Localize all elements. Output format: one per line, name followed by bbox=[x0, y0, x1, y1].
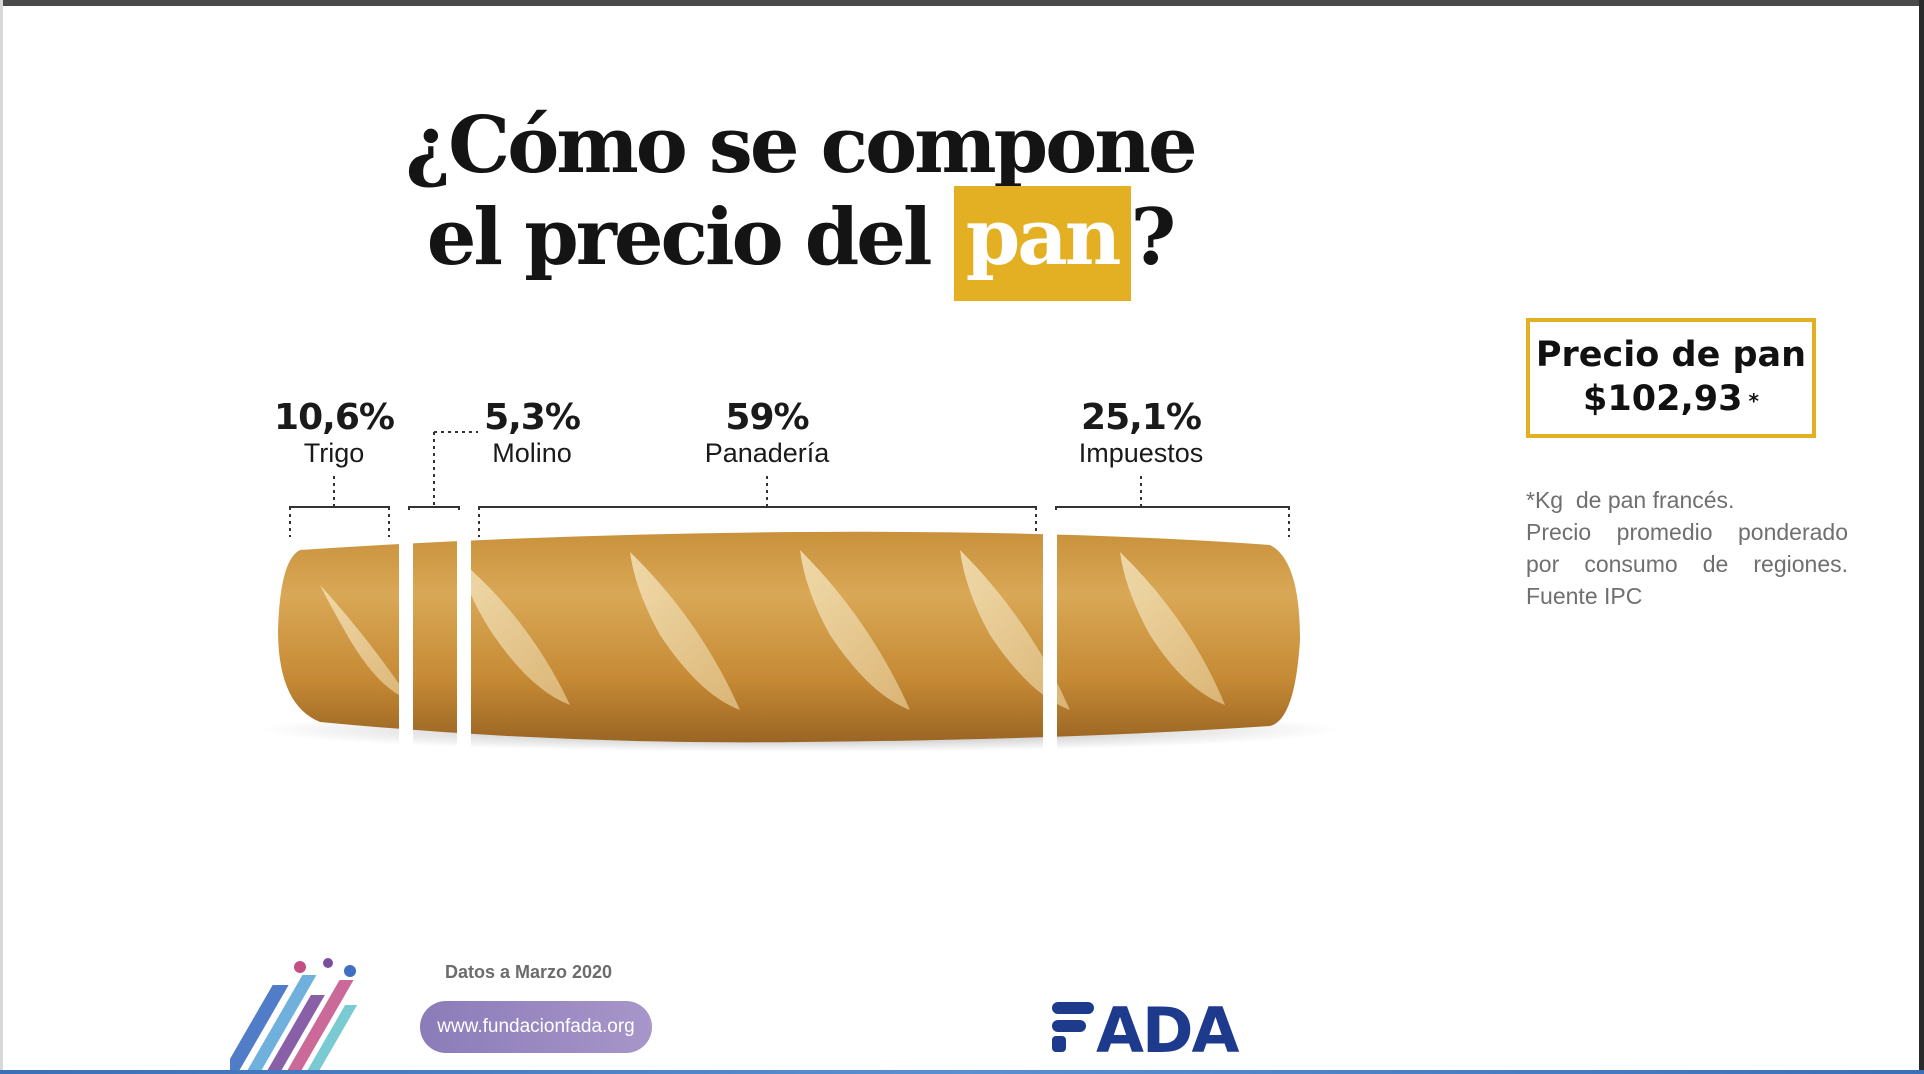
top-border bbox=[0, 0, 1924, 6]
bottom-border bbox=[0, 1070, 1924, 1074]
price-box-label: Precio de pan bbox=[1535, 335, 1807, 375]
segment-impuestos-name: Impuestos bbox=[1078, 438, 1204, 468]
note-line-3: por consumo de regiones. bbox=[1526, 551, 1848, 577]
note-line-4: Fuente IPC bbox=[1526, 583, 1643, 609]
segment-molino: 5,3% Molino bbox=[470, 397, 594, 469]
segment-panaderia: 59% Panadería bbox=[677, 397, 857, 469]
footer-date: Datos a Marzo 2020 bbox=[445, 962, 613, 982]
segment-impuestos: 25,1% Impuestos bbox=[1055, 397, 1227, 469]
price-note: *Kg de pan francés. Precio promedio pond… bbox=[1526, 484, 1848, 612]
bread-scores bbox=[320, 550, 1225, 710]
segment-trigo: 10,6% Trigo bbox=[268, 397, 400, 469]
fada-logo-text: ADA bbox=[1096, 998, 1239, 1056]
right-border bbox=[1919, 0, 1924, 1074]
price-box-value: $102,93 bbox=[1583, 379, 1743, 419]
title-question-mark: ? bbox=[1130, 192, 1177, 283]
left-border bbox=[0, 0, 3, 1074]
price-box-asterisk: * bbox=[1748, 389, 1759, 413]
segment-molino-name: Molino bbox=[492, 438, 572, 468]
footer-url-link[interactable]: www.fundacionfada.org bbox=[420, 1001, 652, 1053]
segment-panaderia-percent: 59% bbox=[725, 397, 809, 438]
colorful-stripes-graphic-icon bbox=[230, 958, 358, 1070]
title-line-2: el precio del pan? bbox=[360, 186, 1240, 301]
price-box: Precio de pan $102,93 * bbox=[1526, 318, 1816, 438]
note-line-2: Precio promedio ponderado bbox=[1526, 519, 1848, 545]
title-highlight-pan: pan bbox=[953, 186, 1131, 301]
page-title: ¿Cómo se compone el precio del pan? bbox=[360, 100, 1240, 301]
segment-panaderia-name: Panadería bbox=[704, 438, 830, 468]
bread-cuts bbox=[399, 510, 1057, 770]
baguette-illustration bbox=[260, 510, 1340, 770]
bread-body bbox=[278, 531, 1300, 743]
note-line-1: *Kg de pan francés. bbox=[1526, 487, 1735, 513]
price-box-value-line: $102,93 * bbox=[1530, 376, 1812, 422]
title-line-1: ¿Cómo se compone bbox=[405, 100, 1197, 191]
title-line-2-prefix: el precio del bbox=[426, 192, 954, 283]
segment-molino-percent: 5,3% bbox=[484, 397, 581, 438]
fada-logo: ADA bbox=[1052, 998, 1241, 1056]
segment-trigo-percent: 10,6% bbox=[274, 397, 395, 438]
segment-trigo-name: Trigo bbox=[303, 438, 365, 468]
segment-impuestos-percent: 25,1% bbox=[1081, 397, 1202, 438]
